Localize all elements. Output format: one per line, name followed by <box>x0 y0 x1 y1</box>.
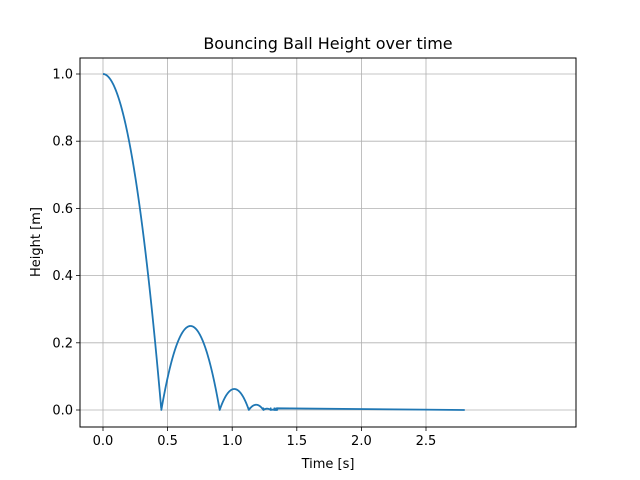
y-tick-label: 0.0 <box>52 404 73 419</box>
x-axis-label: Time [s] <box>301 457 355 472</box>
y-tick-label: 0.8 <box>52 135 73 150</box>
axes-frame <box>79 57 577 428</box>
y-tick-label: 0.6 <box>52 202 73 217</box>
x-axis-ticks: 0.0 0.5 1.0 1.5 2.0 2.5 <box>93 427 437 449</box>
y-tick-label: 0.2 <box>52 336 73 351</box>
y-tick-label: 0.4 <box>52 269 73 284</box>
x-tick-label: 1.0 <box>222 434 243 449</box>
plot-area <box>102 73 465 411</box>
grid-lines <box>80 58 576 427</box>
y-axis-ticks: 0.0 0.2 0.4 0.6 0.8 1.0 <box>52 68 80 419</box>
x-tick-label: 0.5 <box>157 434 178 449</box>
y-axis-label: Height [m] <box>29 207 44 277</box>
x-tick-label: 0.0 <box>93 434 114 449</box>
x-tick-label: 1.5 <box>286 434 307 449</box>
x-tick-label: 2.5 <box>416 434 437 449</box>
y-tick-label: 1.0 <box>52 68 73 83</box>
x-tick-label: 2.0 <box>351 434 372 449</box>
chart-title: Bouncing Ball Height over time <box>203 34 452 53</box>
height-series-line <box>102 73 465 411</box>
